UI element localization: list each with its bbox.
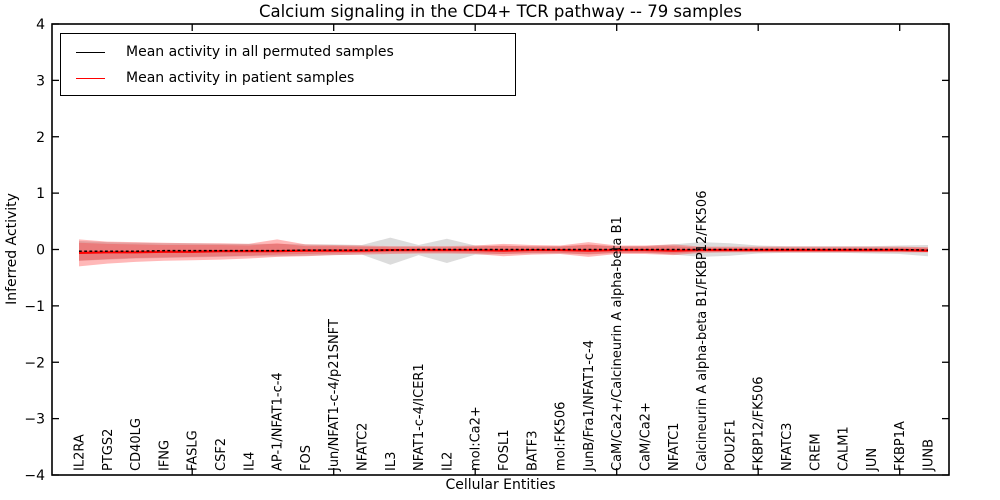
x-category-label: JUN xyxy=(865,448,880,472)
x-category-label: FOSL1 xyxy=(497,430,512,471)
patient-samples-range-outer-band xyxy=(79,239,928,267)
x-category-label: CaM/Ca2+/Calcineurin A alpha-beta B1 xyxy=(610,216,625,471)
y-axis-label: Inferred Activity xyxy=(4,193,20,305)
y-tick-label: −3 xyxy=(24,412,45,428)
y-tick-label: 0 xyxy=(36,243,45,259)
x-category-label: mol:Ca2+ xyxy=(469,406,484,471)
x-category-label: IL2RA xyxy=(73,434,88,471)
x-category-label: CaM/Ca2+ xyxy=(639,402,654,471)
legend-label-patient: Mean activity in patient samples xyxy=(126,70,355,86)
x-category-label: AP-1/NFAT1-c-4 xyxy=(271,372,286,471)
x-category-label: IL3 xyxy=(384,452,399,471)
x-category-label: mol:FK506 xyxy=(554,402,569,471)
x-category-label: IFNG xyxy=(157,440,172,471)
x-category-label: IL4 xyxy=(242,452,257,471)
x-category-label: BATF3 xyxy=(525,431,540,472)
permuted-line-swatch xyxy=(76,51,105,53)
x-category-label: Jun/NFAT1-c-4/p21SNFT xyxy=(327,319,342,472)
x-category-label: CREM xyxy=(808,433,823,471)
legend-entry-patient: Mean activity in patient samples xyxy=(61,65,515,91)
legend-entry-permuted: Mean activity in all permuted samples xyxy=(61,39,515,65)
legend-label-permuted: Mean activity in all permuted samples xyxy=(126,44,394,60)
y-tick-label: −1 xyxy=(24,299,45,315)
x-category-label: NFATC1 xyxy=(667,423,682,471)
x-category-label: FKBP12/FK506 xyxy=(752,377,767,472)
x-category-label: FKBP1A xyxy=(893,421,908,471)
chart-title: Calcium signaling in the CD4+ TCR pathwa… xyxy=(258,2,743,21)
y-tick-label: −2 xyxy=(24,355,45,371)
permuted-mean-line xyxy=(79,248,929,252)
x-category-label: CALM1 xyxy=(837,426,852,471)
plot-frame xyxy=(51,23,950,476)
legend-box: Mean activity in all permuted samples Me… xyxy=(60,33,516,96)
x-category-label: NFATC3 xyxy=(780,423,795,471)
x-category-label: JUNB xyxy=(922,439,937,472)
x-category-label: FASLG xyxy=(186,430,201,471)
x-category-label: JunB/Fra1/NFAT1-c-4 xyxy=(582,340,597,472)
y-tick-label: 2 xyxy=(36,130,45,146)
x-category-label: FOS xyxy=(299,445,314,471)
patient-line-swatch xyxy=(76,77,105,79)
x-axis-label: Cellular Entities xyxy=(445,477,556,493)
x-category-label: CSF2 xyxy=(214,438,229,471)
patient-samples-range-inner-band xyxy=(79,242,928,261)
y-tick-label: 4 xyxy=(36,17,45,33)
y-tick-label: −4 xyxy=(24,468,45,484)
x-category-label: POU2F1 xyxy=(723,419,738,471)
x-category-label: NFAT1-c-4/ICER1 xyxy=(412,363,427,471)
x-category-label: NFATC2 xyxy=(356,423,371,471)
x-category-label: PTGS2 xyxy=(101,429,116,471)
x-category-label: IL2 xyxy=(440,452,455,471)
x-category-label: Calcineurin A alpha-beta B1/FKBP12/FK506 xyxy=(695,191,710,471)
y-tick-label: 1 xyxy=(36,186,45,202)
y-tick-label: 3 xyxy=(36,73,45,89)
x-category-label: CD40LG xyxy=(129,418,144,471)
